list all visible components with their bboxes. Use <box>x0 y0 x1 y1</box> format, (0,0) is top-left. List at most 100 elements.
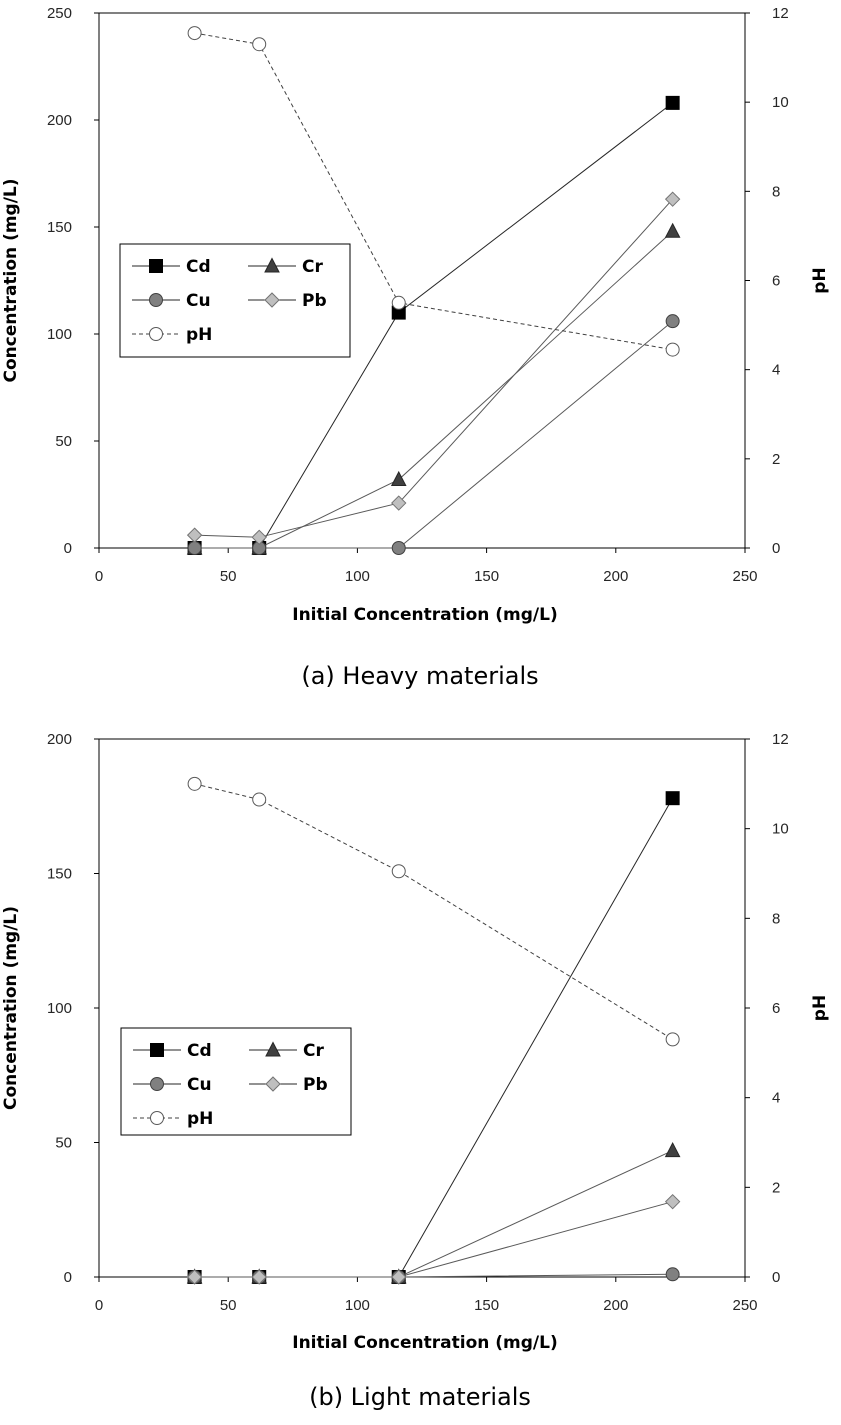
legend-label: pH <box>187 1109 213 1129</box>
y2-tick-label: 2 <box>772 451 780 468</box>
y2-tick-label: 2 <box>772 1179 780 1196</box>
legend-marker <box>264 292 280 308</box>
data-point-cd <box>665 791 680 806</box>
y2-tick-label: 0 <box>772 540 780 557</box>
x-tick-label: 0 <box>95 1297 103 1314</box>
legend-label: Cu <box>186 291 211 311</box>
legend-marker <box>264 257 280 273</box>
y-tick-label: 150 <box>47 866 72 883</box>
data-point-pb <box>664 1193 681 1210</box>
legend-item-cu: Cu <box>133 1075 212 1095</box>
legend-label: Pb <box>303 1075 328 1095</box>
legend-label: pH <box>186 325 212 345</box>
series-ph <box>187 776 680 1047</box>
legend-item-cd: Cd <box>132 257 211 277</box>
legend-marker <box>265 1076 281 1092</box>
y-tick-label: 200 <box>47 731 72 748</box>
data-point-ph <box>391 864 406 879</box>
x-tick-label: 100 <box>345 568 370 585</box>
y2-tick-label: 12 <box>772 5 789 22</box>
x-axis-title: Initial Concentration (mg/L) <box>292 1333 558 1353</box>
y-tick-label: 100 <box>47 1000 72 1017</box>
y2-tick-label: 4 <box>772 1090 780 1107</box>
y2-tick-label: 4 <box>772 362 780 379</box>
legend-marker <box>149 259 163 273</box>
data-point-pb <box>186 527 203 543</box>
legend-item-pb: Pb <box>249 1075 328 1095</box>
data-point-pb <box>251 1269 267 1285</box>
legend-label: Cu <box>187 1075 212 1095</box>
panel-caption: (a) Heavy materials <box>301 662 538 690</box>
legend-marker <box>150 1077 164 1091</box>
legend-item-ph: pH <box>132 325 212 345</box>
data-point-ph <box>665 342 680 357</box>
legend-item-cr: Cr <box>249 1041 324 1061</box>
data-point-ph <box>252 792 267 807</box>
legend-label: Pb <box>302 291 327 311</box>
series-ph <box>187 26 680 357</box>
x-tick-label: 250 <box>732 1297 757 1314</box>
chart-panel-a: 0 50 100 150 200 250 0 50 100 150 200 250 0 2 4 6 8 10 12 C… <box>1 5 830 690</box>
data-point-cd <box>665 95 680 110</box>
y2-tick-label: 6 <box>772 273 780 290</box>
y-tick-label: 100 <box>47 326 72 343</box>
series-line-ph <box>194 32 673 351</box>
data-point-cu <box>391 541 406 555</box>
legend-marker <box>150 1043 164 1057</box>
series-cr <box>186 1141 681 1284</box>
x-tick-label: 200 <box>603 1297 628 1314</box>
y2-tick-label: 10 <box>772 94 789 111</box>
panel-caption: (b) Light materials <box>309 1383 531 1411</box>
y-tick-label: 150 <box>47 219 72 236</box>
legend-marker <box>265 1041 281 1057</box>
x-tick-label: 100 <box>345 1297 370 1314</box>
x-tick-label: 150 <box>474 1297 499 1314</box>
series-line-cr <box>194 1150 673 1278</box>
x-tick-label: 50 <box>220 1297 237 1314</box>
data-point-ph <box>187 776 202 791</box>
legend-label: Cd <box>186 257 211 277</box>
y-tick-label: 50 <box>55 1135 72 1152</box>
legend-marker <box>150 1111 164 1125</box>
legend-marker <box>149 293 163 307</box>
data-point-ph <box>252 37 267 52</box>
x-tick-label: 250 <box>732 568 757 585</box>
legend-label: Cd <box>187 1041 212 1061</box>
y-axis-title: Concentration (mg/L) <box>1 906 21 1110</box>
y2-tick-label: 0 <box>772 1269 780 1286</box>
y-tick-label: 0 <box>64 1269 72 1286</box>
series-line-cu <box>194 320 673 549</box>
data-point-cu <box>187 541 202 555</box>
y-axis-title: Concentration (mg/L) <box>1 178 21 382</box>
data-point-cr <box>664 222 681 238</box>
series-pb <box>186 1193 681 1285</box>
legend-item-cd: Cd <box>133 1041 212 1061</box>
data-point-ph <box>391 295 406 310</box>
y2-tick-label: 12 <box>772 731 789 748</box>
y2-axis-title: pH <box>810 267 830 293</box>
data-point-cr <box>664 1141 681 1158</box>
data-point-pb <box>391 495 407 511</box>
x-tick-label: 150 <box>474 568 499 585</box>
legend: Cd Cr Cu Pb pH <box>119 243 351 358</box>
legend-label: Cr <box>302 257 323 277</box>
x-tick-label: 200 <box>603 568 628 585</box>
y-tick-label: 200 <box>47 112 72 129</box>
data-point-ph <box>665 1032 680 1047</box>
legend-label: Cr <box>303 1041 324 1061</box>
y-tick-label: 0 <box>64 540 72 557</box>
data-point-cr <box>390 470 407 487</box>
y2-tick-label: 10 <box>772 821 789 838</box>
x-axis-title: Initial Concentration (mg/L) <box>292 605 558 625</box>
x-tick-label: 0 <box>95 568 103 585</box>
series-cu <box>187 314 680 555</box>
y2-tick-label: 6 <box>772 1000 780 1017</box>
legend-item-pb: Pb <box>248 291 327 311</box>
data-point-cu <box>665 314 680 329</box>
series-line-pb <box>194 198 674 538</box>
y2-tick-label: 8 <box>772 183 780 200</box>
legend-item-ph: pH <box>133 1109 213 1129</box>
data-point-pb <box>186 1269 203 1285</box>
legend-marker <box>149 327 163 341</box>
